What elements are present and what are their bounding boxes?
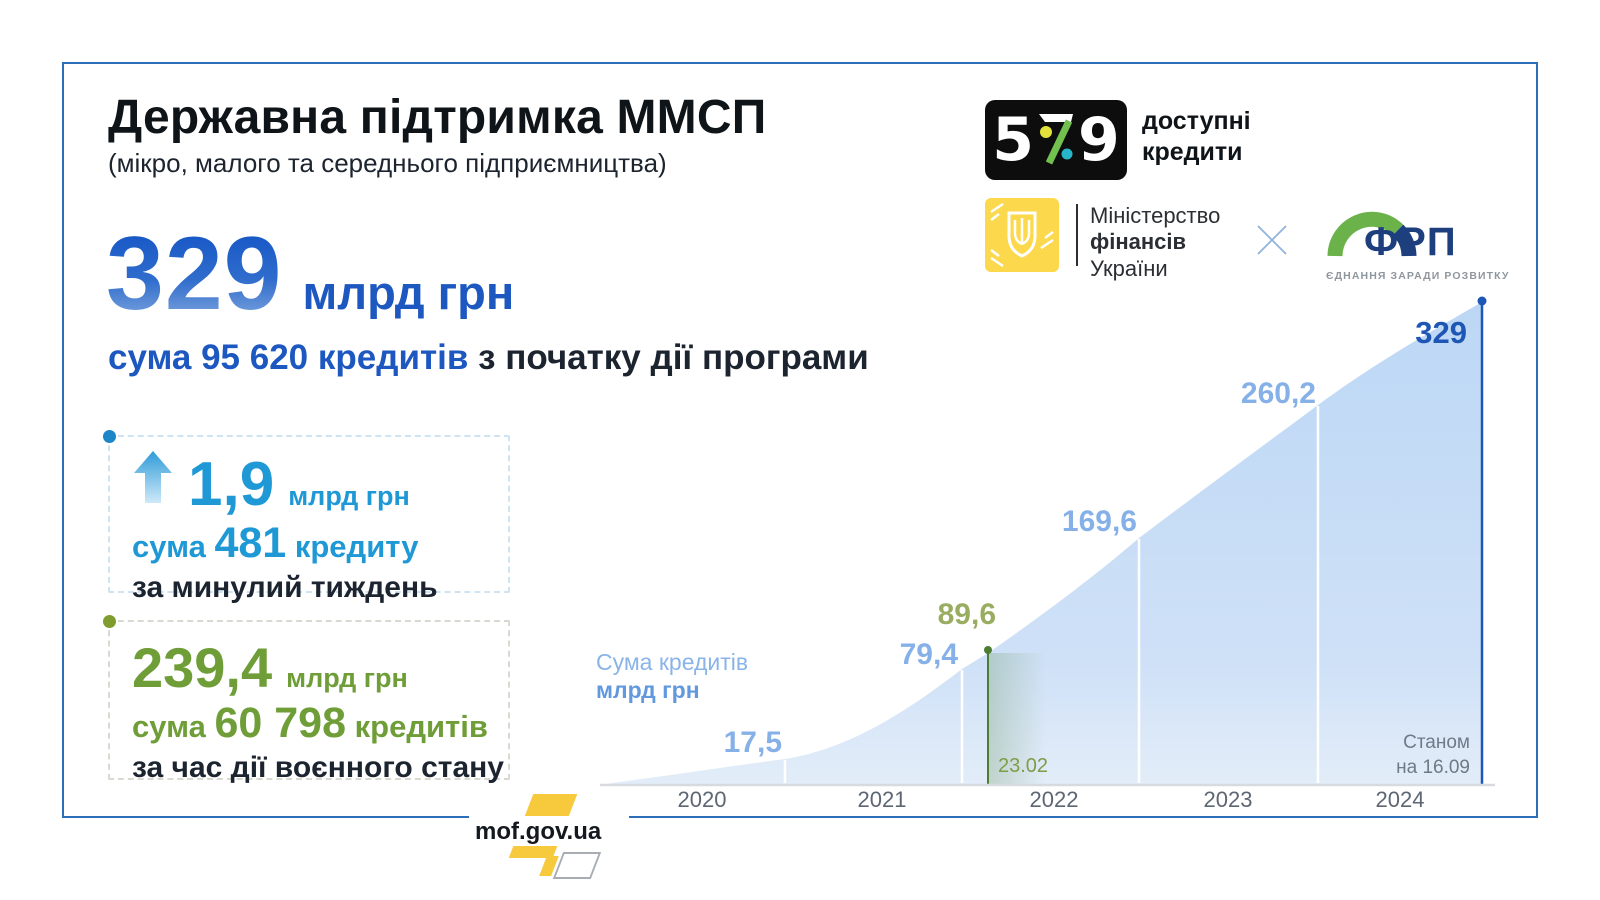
x-tick-2024: 2024 [1376,787,1425,812]
war-sum-value: 60 798 [214,699,346,747]
week-period: за минулий тиждень [132,571,438,605]
point-label-2020: 17,5 [724,726,782,759]
growth-arrow-icon [132,449,174,509]
chart-legend-unit: млрд грн [596,677,700,703]
card-week: 1,9 млрд грн сума 481 кредиту за минулий… [103,430,510,604]
area-shape [605,302,1482,784]
week-value: 1,9 [188,450,275,519]
frp-arch-icon [1327,211,1417,257]
program-579-logo: 5 9 [985,100,1127,180]
point-label-2022: 169,6 [1062,505,1137,538]
total-loans-line: сума 95 620 кредитів з початку дії прогр… [108,338,869,378]
week-sum-prefix: сума [132,529,206,564]
as-of-annotation-line1: Станом [1403,732,1470,753]
war-unit: млрд грн [286,663,408,693]
frp-abbr: ФРП [1364,220,1457,264]
digit-five: 5 [992,105,1034,175]
point-label-2021: 79,4 [900,638,959,671]
week-sum-value: 481 [214,519,287,567]
x-tick-2021: 2021 [858,787,907,812]
total-loans-count: сума 95 620 кредитів [108,338,469,377]
as-of-marker-dot [1477,296,1487,306]
x-tick-2020: 2020 [678,787,727,812]
frp-logo: ФРП ЄДНАННЯ ЗАРАДИ РОЗВИТКУ [1322,196,1508,288]
war-tint-overlay [988,653,1046,784]
outline-parallelogram-icon [552,852,602,879]
war-period: за час дії воєнного стану [132,751,504,785]
total-unit: млрд грн [302,266,515,319]
total-stat: 329 млрд грн [106,222,514,326]
total-value: 329 [106,216,283,332]
minfin-name: Міністерство фінансів України [1090,203,1221,281]
site-url: mof.gov.ua [475,818,602,845]
digit-nine: 9 [1078,105,1120,175]
collab-x-icon [1254,222,1290,263]
page-title: Державна підтримка ММСП [108,91,767,144]
site-url-backing [469,816,629,846]
week-unit: млрд грн [288,481,410,511]
footer-logo: mof.gov.ua [455,790,665,890]
program-label: доступні кредити [1142,107,1251,166]
card-week-corner-dot [103,430,116,443]
page-subtitle: (мікро, малого та середнього підприємниц… [108,148,667,178]
card-war-corner-dot [103,615,116,628]
war-value: 239,4 [132,636,273,699]
chart-legend-title: Сума кредитів [596,649,748,675]
as-of-annotation-line2: на 16.09 [1396,757,1470,778]
x-tick-2023: 2023 [1204,787,1253,812]
total-loans-period: з початку дії програми [478,338,869,377]
seven-percent-icon [1036,109,1076,172]
war-sum-prefix: сума [132,709,206,744]
point-label-2023: 260,2 [1241,377,1316,410]
credits-area-chart: Сума кредитів млрд грн 17,5 79,4 89,6 16… [596,296,1495,812]
point-label-war-start: 89,6 [938,598,996,631]
point-label-current: 329 [1415,315,1467,350]
card-war: 239,4 млрд грн сума 60 798 кредитів за ч… [103,615,510,784]
minfin-divider [1076,204,1078,266]
war-start-annotation: 23.02 [998,755,1048,777]
frp-tagline: ЄДНАННЯ ЗАРАДИ РОЗВИТКУ [1326,270,1510,282]
trident-icon [990,202,1054,268]
week-sum-suffix: кредиту [294,529,419,564]
war-start-marker-dot [984,646,992,654]
x-tick-2022: 2022 [1030,787,1079,812]
war-sum-suffix: кредитів [354,709,488,744]
minfin-emblem [985,198,1059,272]
